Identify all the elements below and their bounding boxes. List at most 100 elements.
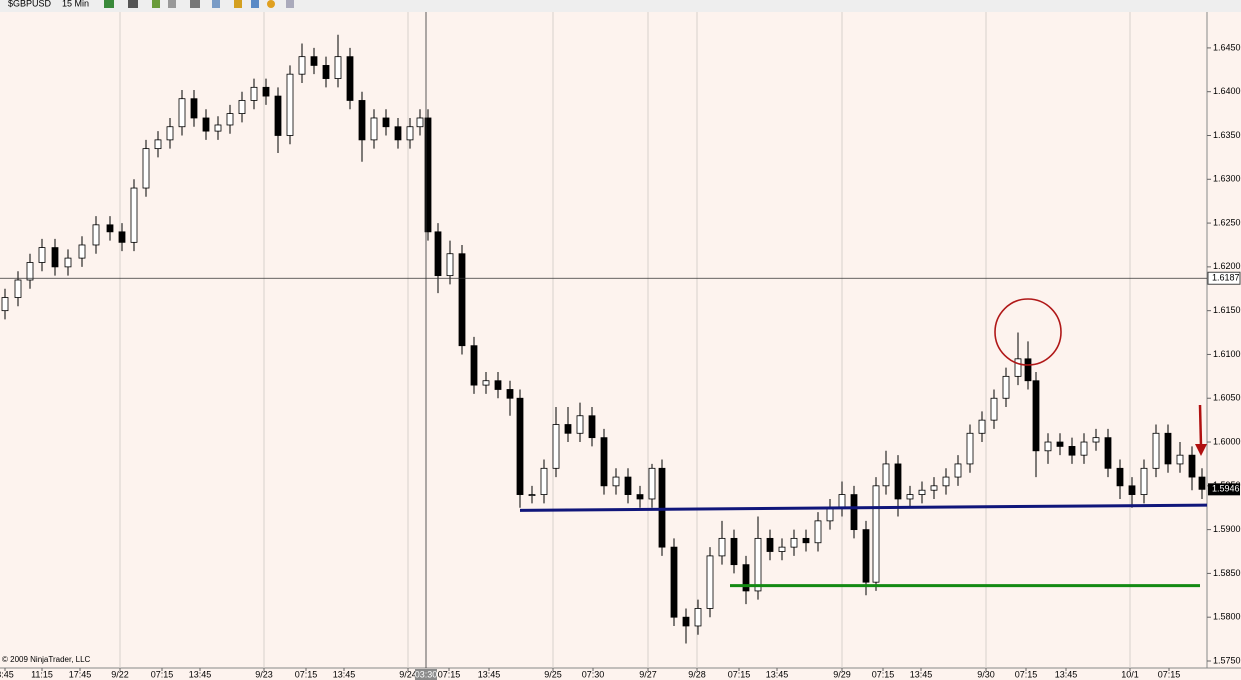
candle-body: [286, 73, 294, 136]
tool-icon[interactable]: [152, 0, 160, 8]
x-tick-label: 13:45: [333, 669, 356, 679]
candle-body: [838, 494, 846, 509]
y-tick-label: 1.6450: [1213, 42, 1241, 52]
candle-body: [494, 380, 502, 390]
candle-body: [636, 494, 644, 500]
candle-body: [894, 463, 902, 500]
copyright: © 2009 NinjaTrader, LLC: [2, 655, 91, 664]
toolbar-bg: [0, 0, 1241, 12]
candle-body: [166, 126, 174, 141]
x-tick-label: 9/23: [255, 669, 273, 679]
candle-body: [106, 224, 114, 233]
candle-body: [882, 463, 890, 487]
candle-body: [178, 98, 186, 128]
x-tick-label: 3:45: [0, 669, 14, 679]
candle-body: [214, 124, 222, 132]
x-tick-label: 07:15: [1158, 669, 1181, 679]
candle-body: [482, 380, 490, 386]
candle-body: [1152, 432, 1160, 469]
candle-body: [1056, 441, 1064, 447]
candle-body: [648, 467, 656, 500]
candle-body: [990, 397, 998, 421]
last-price-label: 1.5946: [1212, 484, 1240, 494]
tool-icon[interactable]: [234, 0, 242, 8]
x-tick-label: 9/30: [977, 669, 995, 679]
y-tick-label: 1.6000: [1213, 436, 1241, 446]
candle-body: [942, 476, 950, 487]
x-tick-label: 07:15: [1015, 669, 1038, 679]
tool-icon[interactable]: [168, 0, 176, 8]
candle-body: [516, 397, 524, 495]
candle-body: [92, 224, 100, 246]
candle-body: [1140, 467, 1148, 495]
candle-body: [446, 253, 454, 277]
candle-body: [814, 520, 822, 544]
candle-body: [552, 424, 560, 469]
candle-body: [14, 279, 22, 298]
candle-body: [434, 231, 442, 277]
candle-body: [274, 95, 282, 136]
candle-body: [1032, 380, 1040, 452]
y-tick-label: 1.6250: [1213, 217, 1241, 227]
candle-body: [226, 113, 234, 126]
x-tick-label: 9/22: [111, 669, 129, 679]
last-price-box: [1208, 483, 1240, 496]
candle-body: [142, 148, 150, 189]
x-tick-label: 11:15: [31, 669, 53, 679]
arrow-head: [1195, 444, 1207, 456]
x-tick-label: 07:15: [295, 669, 318, 679]
x-tick-label: 13:45: [1055, 669, 1078, 679]
drawn-line: [519, 503, 1208, 512]
candle-body: [64, 257, 72, 268]
candle-body: [954, 463, 962, 478]
tool-icon[interactable]: [267, 0, 275, 8]
candle-body: [470, 345, 478, 386]
crosshair-y-box: [1207, 271, 1241, 285]
candle-body: [624, 476, 632, 495]
candle-body: [742, 564, 750, 592]
crosshair-x-box: [415, 669, 437, 680]
x-tick-label: 9/28: [688, 669, 706, 679]
candle-body: [778, 546, 786, 552]
interval[interactable]: 15 Min: [62, 0, 89, 8]
candle-body: [1116, 467, 1124, 487]
candle-body: [38, 247, 46, 263]
tool-icon[interactable]: [286, 0, 294, 8]
candle-body: [382, 117, 390, 128]
tool-icon[interactable]: [212, 0, 220, 8]
candle-body: [730, 537, 738, 566]
y-tick-label: 1.6050: [1213, 393, 1241, 403]
candle-body: [26, 262, 34, 281]
x-tick-label: 07:15: [151, 669, 174, 679]
x-tick-label: 07:15: [872, 669, 895, 679]
candle-body: [394, 126, 402, 141]
candle-body: [802, 537, 810, 544]
y-tick-label: 1.5900: [1213, 524, 1241, 534]
y-tick-label: 1.6350: [1213, 130, 1241, 140]
plot: [1, 34, 1206, 644]
candle-body: [588, 415, 596, 439]
candle-body: [1080, 441, 1088, 456]
candle-body: [682, 616, 690, 627]
tool-icon[interactable]: [104, 0, 114, 8]
x-tick-label: 07:30: [582, 669, 605, 679]
candle-body: [790, 537, 798, 548]
candle-body: [1188, 454, 1196, 478]
tool-icon[interactable]: [128, 0, 138, 8]
x-tick-label: 9/29: [833, 669, 851, 679]
candle-body: [612, 476, 620, 487]
candle-body: [250, 86, 258, 101]
toolbar: $GBPUSD 15 Min: [0, 0, 1241, 12]
candle-body: [528, 494, 536, 496]
tool-icon[interactable]: [251, 0, 259, 8]
candle-body: [754, 537, 762, 592]
tool-icon[interactable]: [190, 0, 200, 8]
candle-body: [406, 126, 414, 141]
candle-body: [706, 555, 714, 609]
symbol[interactable]: $GBPUSD: [8, 0, 52, 8]
candle-body: [766, 537, 774, 552]
x-tick-label: 9/24: [399, 669, 417, 679]
candle-body: [1198, 476, 1206, 490]
candle-body: [576, 415, 584, 434]
